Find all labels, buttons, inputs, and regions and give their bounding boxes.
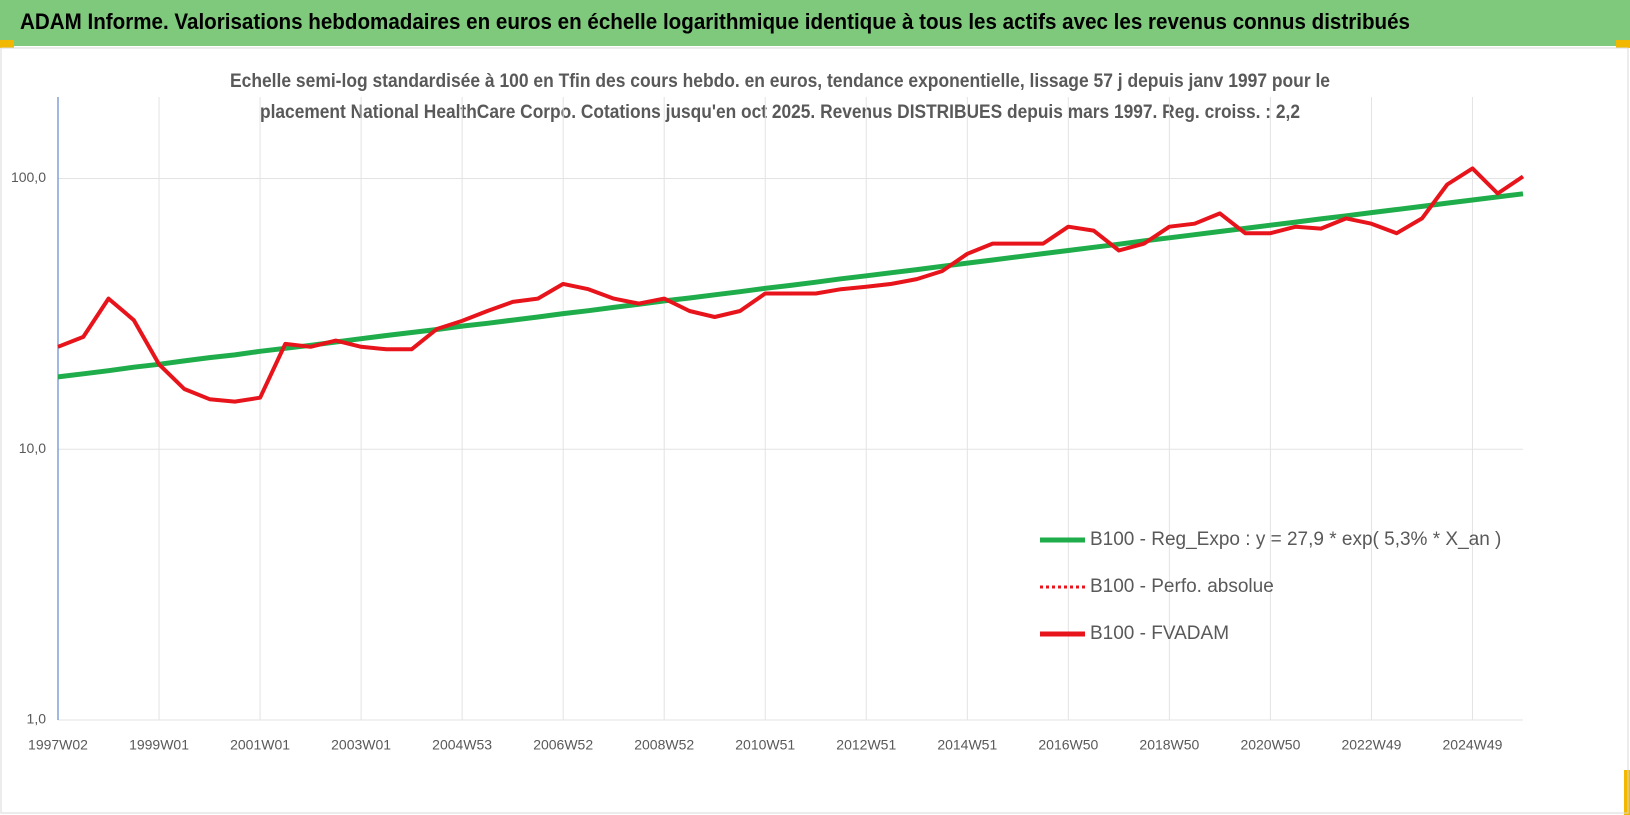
legend-label: B100 - Reg_Expo : y = 27,9 * exp( 5,3% *…	[1090, 529, 1501, 550]
x-tick-label: 2004W53	[432, 737, 492, 753]
y-tick-label: 100,0	[11, 169, 46, 185]
x-tick-label: 2022W49	[1341, 737, 1401, 753]
y-tick-label: 10,0	[19, 440, 46, 456]
x-tick-label: 2016W50	[1038, 737, 1098, 753]
x-tick-label: 2006W52	[533, 737, 593, 753]
title-bar	[0, 0, 1630, 46]
chart-frame	[0, 47, 1629, 814]
y-tick-label: 1,0	[27, 711, 47, 727]
x-tick-label: 1997W02	[28, 737, 88, 753]
x-tick-label: 2018W50	[1139, 737, 1199, 753]
x-tick-label: 2010W51	[735, 737, 795, 753]
legend-label: B100 - FVADAM	[1090, 623, 1229, 644]
corner-mark	[1616, 40, 1630, 48]
corner-mark	[0, 40, 14, 48]
x-tick-label: 2014W51	[937, 737, 997, 753]
chart-subtitle: Echelle semi-log standardisée à 100 en T…	[230, 71, 1330, 92]
x-tick-label: 1999W01	[129, 737, 189, 753]
x-tick-label: 2012W51	[836, 737, 896, 753]
chart-subtitle: placement National HealthCare Corpo. Cot…	[260, 102, 1300, 123]
x-tick-label: 2001W01	[230, 737, 290, 753]
chart-title: ADAM Informe. Valorisations hebdomadaire…	[20, 9, 1410, 34]
x-tick-label: 2020W50	[1240, 737, 1300, 753]
series-line	[57, 166, 1525, 404]
x-tick-label: 2008W52	[634, 737, 694, 753]
corner-mark	[1624, 770, 1630, 815]
x-tick-label: 2024W49	[1443, 737, 1503, 753]
legend-label: B100 - Perfo. absolue	[1090, 576, 1274, 597]
x-tick-label: 2003W01	[331, 737, 391, 753]
